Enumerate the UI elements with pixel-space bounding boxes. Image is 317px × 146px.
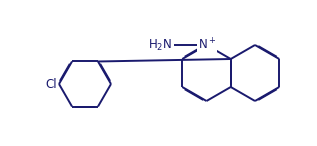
Text: H$_2$N: H$_2$N bbox=[148, 38, 172, 53]
Text: Cl: Cl bbox=[45, 78, 57, 91]
Text: N$^+$: N$^+$ bbox=[198, 37, 216, 52]
